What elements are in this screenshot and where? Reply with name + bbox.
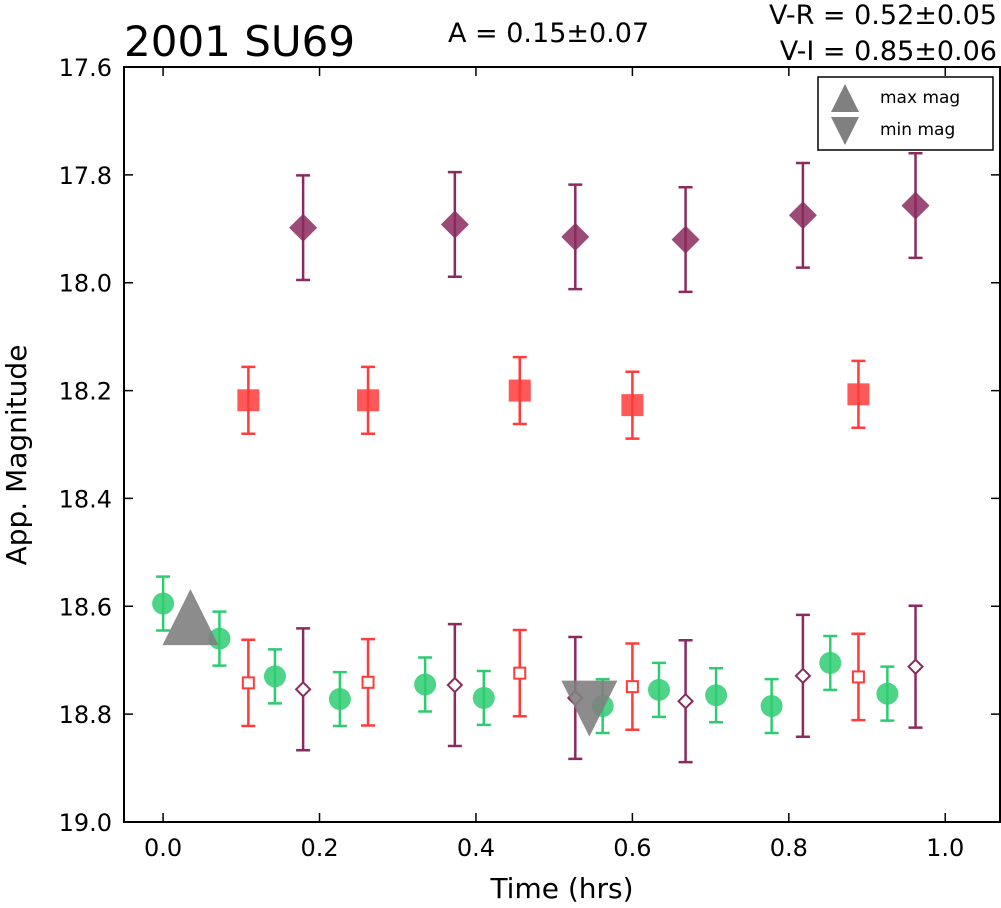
x-axis-label: Time (hrs) bbox=[489, 872, 633, 904]
series-4-point-4 bbox=[794, 667, 812, 685]
series-0-point-11 bbox=[876, 682, 899, 705]
series-0-point-5 bbox=[472, 686, 495, 709]
series-0-point-2 bbox=[263, 665, 286, 688]
legend: max mag min mag bbox=[817, 76, 994, 151]
series-3-point-1 bbox=[361, 675, 375, 689]
series-1-point-0 bbox=[237, 389, 260, 412]
y-tick-label-5: 18.6 bbox=[59, 593, 112, 621]
series-2-point-3 bbox=[671, 225, 700, 254]
chart-title: 2001 SU69 bbox=[124, 17, 355, 66]
series-2-point-1 bbox=[440, 210, 469, 239]
series-4-point-0 bbox=[294, 680, 312, 698]
y-tick-label-2: 18.0 bbox=[59, 270, 112, 298]
series-3-point-0 bbox=[241, 676, 255, 690]
x-tick-label-4: 0.8 bbox=[770, 834, 808, 862]
series-1-point-4 bbox=[847, 383, 870, 406]
extrema-triangle-up-0 bbox=[162, 589, 219, 646]
series-0-point-7 bbox=[647, 678, 670, 701]
series-0-point-8 bbox=[705, 684, 728, 707]
series-0-point-3 bbox=[328, 688, 351, 711]
v-r-annotation: V-R = 0.52±0.05 bbox=[769, 0, 997, 31]
legend-min-mag-label: min mag bbox=[880, 120, 955, 140]
series-0-point-9 bbox=[760, 695, 783, 718]
plot-frame bbox=[123, 66, 1001, 823]
series-3-point-2 bbox=[513, 666, 527, 680]
v-i-annotation: V-I = 0.85±0.06 bbox=[780, 36, 997, 67]
legend-max-mag-icon bbox=[831, 84, 859, 112]
x-tick-label-3: 0.6 bbox=[613, 834, 651, 862]
series-4-point-3 bbox=[677, 692, 694, 710]
y-tick-label-0: 17.6 bbox=[59, 54, 112, 82]
chart-marks bbox=[152, 152, 930, 764]
y-tick-label-7: 19.0 bbox=[59, 809, 112, 837]
series-0-point-4 bbox=[414, 673, 437, 696]
series-2-point-2 bbox=[561, 222, 590, 251]
series-1-point-1 bbox=[357, 389, 380, 412]
series-1-point-3 bbox=[621, 394, 644, 417]
y-tick-label-3: 18.2 bbox=[59, 378, 112, 406]
series-1-point-2 bbox=[508, 379, 531, 402]
x-tick-label-1: 0.2 bbox=[300, 834, 338, 862]
y-tick-label-1: 17.8 bbox=[59, 162, 112, 190]
legend-max-mag-label: max mag bbox=[880, 88, 960, 108]
y-axis-label: App. Magnitude bbox=[0, 345, 33, 566]
series-2-point-4 bbox=[788, 201, 817, 230]
series-3-point-4 bbox=[851, 670, 865, 684]
x-tick-label-5: 1.0 bbox=[926, 834, 964, 862]
series-4-point-1 bbox=[446, 676, 464, 694]
y-tick-label-6: 18.8 bbox=[59, 701, 112, 729]
series-4-point-5 bbox=[907, 658, 924, 676]
amplitude-annotation: A = 0.15±0.07 bbox=[448, 18, 649, 49]
series-0-point-10 bbox=[819, 651, 842, 674]
series-2-point-0 bbox=[289, 213, 318, 242]
series-3-point-3 bbox=[625, 680, 639, 694]
extrema-triangle-down-1 bbox=[561, 680, 618, 737]
y-tick-label-4: 18.4 bbox=[59, 485, 112, 513]
series-0-point-0 bbox=[152, 592, 175, 615]
x-tick-label-2: 0.4 bbox=[457, 834, 495, 862]
x-tick-label-0: 0.0 bbox=[144, 834, 182, 862]
chart-axes: 0.0 0.2 0.4 0.6 0.8 1.0 17.6 17.8 18.0 18.2 18.4 18… bbox=[59, 54, 1000, 862]
legend-min-mag-icon bbox=[831, 117, 859, 145]
series-2-point-5 bbox=[901, 191, 930, 220]
